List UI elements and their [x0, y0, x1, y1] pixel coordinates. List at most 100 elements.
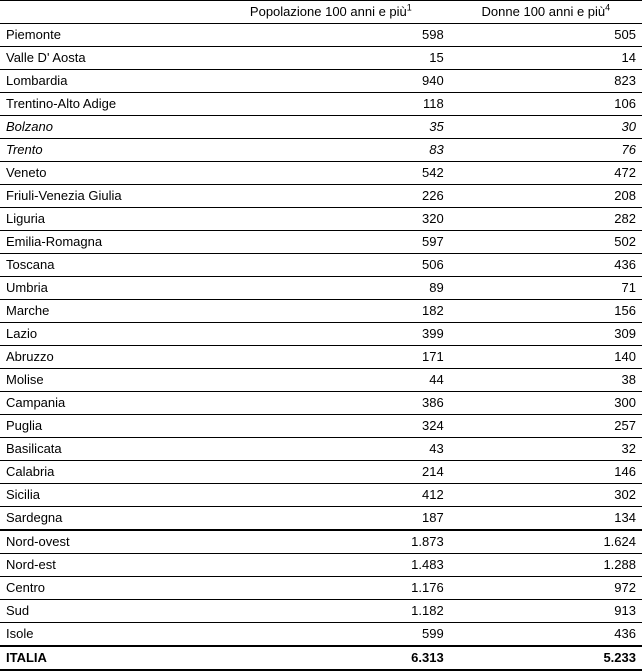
- population-value: 542: [212, 162, 450, 185]
- region-label: Sardegna: [0, 507, 212, 531]
- macro-women-value: 1.288: [450, 554, 642, 577]
- region-label: Trentino-Alto Adige: [0, 93, 212, 116]
- region-label: Basilicata: [0, 438, 212, 461]
- header-row: Popolazione 100 anni e più1 Donne 100 an…: [0, 1, 642, 24]
- region-label: Liguria: [0, 208, 212, 231]
- women-value: 32: [450, 438, 642, 461]
- table-row: Emilia-Romagna597502: [0, 231, 642, 254]
- region-label: Toscana: [0, 254, 212, 277]
- population-value: 386: [212, 392, 450, 415]
- women-value: 38: [450, 369, 642, 392]
- macro-row: Centro1.176972: [0, 577, 642, 600]
- total-row: ITALIA6.3135.233: [0, 646, 642, 670]
- macro-row: Sud1.182913: [0, 600, 642, 623]
- macro-label: Nord-est: [0, 554, 212, 577]
- population-value: 118: [212, 93, 450, 116]
- total-label: ITALIA: [0, 646, 212, 670]
- table-row: Abruzzo171140: [0, 346, 642, 369]
- women-value: 146: [450, 461, 642, 484]
- women-value: 208: [450, 185, 642, 208]
- region-label: Umbria: [0, 277, 212, 300]
- population-value: 412: [212, 484, 450, 507]
- women-value: 282: [450, 208, 642, 231]
- table-row: Lombardia940823: [0, 70, 642, 93]
- macro-population-value: 1.873: [212, 530, 450, 554]
- women-value: 14: [450, 47, 642, 70]
- table-body: Piemonte598505Valle D' Aosta1514Lombardi…: [0, 24, 642, 671]
- macro-population-value: 599: [212, 623, 450, 647]
- population-value: 89: [212, 277, 450, 300]
- table-row: Umbria8971: [0, 277, 642, 300]
- macro-women-value: 972: [450, 577, 642, 600]
- population-value: 15: [212, 47, 450, 70]
- population-value: 506: [212, 254, 450, 277]
- table-row: Lazio399309: [0, 323, 642, 346]
- macro-label: Nord-ovest: [0, 530, 212, 554]
- women-value: 106: [450, 93, 642, 116]
- table-row: Friuli-Venezia Giulia226208: [0, 185, 642, 208]
- population-value: 598: [212, 24, 450, 47]
- population-value: 320: [212, 208, 450, 231]
- header-col1: Popolazione 100 anni e più1: [212, 1, 450, 24]
- total-women-value: 5.233: [450, 646, 642, 670]
- macro-population-value: 1.483: [212, 554, 450, 577]
- table-row: Basilicata4332: [0, 438, 642, 461]
- header-col2-text: Donne 100 anni e più: [482, 4, 606, 19]
- table-row: Toscana506436: [0, 254, 642, 277]
- table-row: Veneto542472: [0, 162, 642, 185]
- region-label: Sicilia: [0, 484, 212, 507]
- women-value: 302: [450, 484, 642, 507]
- region-label: Abruzzo: [0, 346, 212, 369]
- table-row: Calabria214146: [0, 461, 642, 484]
- women-value: 257: [450, 415, 642, 438]
- women-value: 76: [450, 139, 642, 162]
- region-label: Valle D' Aosta: [0, 47, 212, 70]
- women-value: 134: [450, 507, 642, 531]
- women-value: 300: [450, 392, 642, 415]
- total-population-value: 6.313: [212, 646, 450, 670]
- macro-row: Isole599436: [0, 623, 642, 647]
- header-col2-sup: 4: [605, 3, 610, 13]
- region-label: Molise: [0, 369, 212, 392]
- table-row: Sicilia412302: [0, 484, 642, 507]
- region-label: Veneto: [0, 162, 212, 185]
- women-value: 436: [450, 254, 642, 277]
- region-label: Lazio: [0, 323, 212, 346]
- macro-population-value: 1.182: [212, 600, 450, 623]
- table-row: Piemonte598505: [0, 24, 642, 47]
- region-label: Emilia-Romagna: [0, 231, 212, 254]
- women-value: 823: [450, 70, 642, 93]
- women-value: 30: [450, 116, 642, 139]
- table-row: Valle D' Aosta1514: [0, 47, 642, 70]
- region-label: Lombardia: [0, 70, 212, 93]
- macro-label: Sud: [0, 600, 212, 623]
- macro-label: Isole: [0, 623, 212, 647]
- region-label: Calabria: [0, 461, 212, 484]
- macro-row: Nord-ovest1.8731.624: [0, 530, 642, 554]
- table-row: Puglia324257: [0, 415, 642, 438]
- header-col2: Donne 100 anni e più4: [450, 1, 642, 24]
- women-value: 140: [450, 346, 642, 369]
- population-value: 35: [212, 116, 450, 139]
- region-label: Bolzano: [0, 116, 212, 139]
- population-value: 214: [212, 461, 450, 484]
- women-value: 472: [450, 162, 642, 185]
- macro-women-value: 913: [450, 600, 642, 623]
- macro-row: Nord-est1.4831.288: [0, 554, 642, 577]
- region-label: Marche: [0, 300, 212, 323]
- population-value: 182: [212, 300, 450, 323]
- table-row: Liguria320282: [0, 208, 642, 231]
- population-value: 940: [212, 70, 450, 93]
- women-value: 502: [450, 231, 642, 254]
- header-blank: [0, 1, 212, 24]
- population-value: 399: [212, 323, 450, 346]
- region-label: Campania: [0, 392, 212, 415]
- macro-women-value: 1.624: [450, 530, 642, 554]
- population-value: 43: [212, 438, 450, 461]
- region-label: Trento: [0, 139, 212, 162]
- header-col1-text: Popolazione 100 anni e più: [250, 4, 407, 19]
- region-label: Friuli-Venezia Giulia: [0, 185, 212, 208]
- table-row: Bolzano3530: [0, 116, 642, 139]
- population-value: 324: [212, 415, 450, 438]
- women-value: 71: [450, 277, 642, 300]
